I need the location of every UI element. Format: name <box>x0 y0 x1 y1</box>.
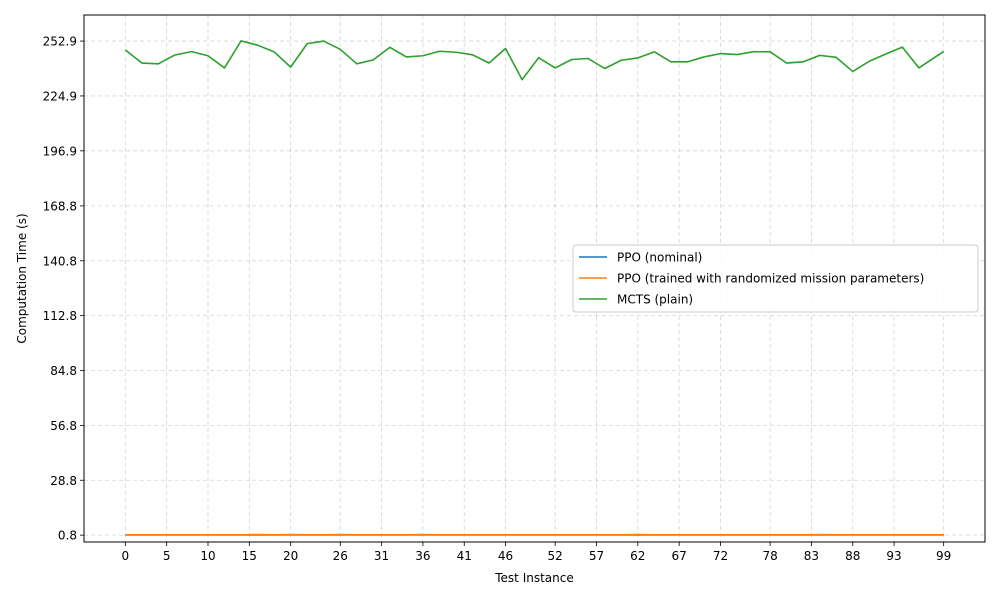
x-axis-ticks: 0 5 10 15 20 26 31 36 41 46 52 57 62 67 72 78 83 88 93 99 <box>122 542 951 563</box>
y-tick-label: 112.8 <box>43 309 77 323</box>
y-tick-label: 196.9 <box>43 144 77 158</box>
x-tick-label: 10 <box>200 549 215 563</box>
x-tick-label: 26 <box>333 549 348 563</box>
legend-label-ppo-nominal: PPO (nominal) <box>617 251 702 265</box>
x-tick-label: 57 <box>589 549 604 563</box>
x-tick-label: 52 <box>548 549 563 563</box>
legend-label-mcts-plain: MCTS (plain) <box>617 293 693 307</box>
y-tick-label: 168.8 <box>43 199 77 213</box>
x-tick-label: 88 <box>845 549 860 563</box>
y-tick-label: 0.8 <box>58 529 77 543</box>
x-tick-label: 72 <box>713 549 728 563</box>
x-tick-label: 78 <box>762 549 777 563</box>
y-tick-label: 224.9 <box>43 89 77 103</box>
x-tick-label: 62 <box>630 549 645 563</box>
x-tick-label: 41 <box>457 549 472 563</box>
x-tick-label: 5 <box>163 549 171 563</box>
series-line-mcts-plain <box>124 40 945 81</box>
x-tick-label: 36 <box>415 549 430 563</box>
plot-frame <box>83 14 986 543</box>
y-tick-label: 56.8 <box>50 419 77 433</box>
x-tick-label: 20 <box>283 549 298 563</box>
x-tick-label: 31 <box>374 549 389 563</box>
y-axis-ticks: 0.8 28.8 56.8 84.8 112.8 140.8 168.8 196.9 224.9… <box>43 35 84 543</box>
x-tick-label: 83 <box>804 549 819 563</box>
y-tick-label: 28.8 <box>50 474 77 488</box>
x-tick-label: 0 <box>122 549 130 563</box>
x-tick-label: 67 <box>672 549 687 563</box>
x-tick-label: 15 <box>242 549 257 563</box>
y-tick-label: 140.8 <box>43 254 77 268</box>
series-lines <box>124 40 945 536</box>
x-tick-label: 46 <box>498 549 513 563</box>
y-axis-title: Computation Time (s) <box>15 213 29 343</box>
x-tick-label: 99 <box>936 549 951 563</box>
y-tick-label: 84.8 <box>50 364 77 378</box>
x-axis-title: Test Instance <box>494 571 574 585</box>
legend-box <box>572 244 979 313</box>
legend-label-ppo-randomized: PPO (trained with randomized mission par… <box>617 272 924 286</box>
x-tick-label: 93 <box>886 549 901 563</box>
legend: PPO (nominal) PPO (trained with randomize… <box>572 244 979 313</box>
y-tick-label: 252.9 <box>43 35 77 49</box>
